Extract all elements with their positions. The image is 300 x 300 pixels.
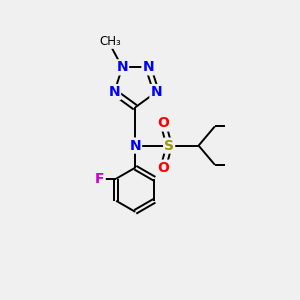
Text: N: N xyxy=(116,60,128,74)
Text: S: S xyxy=(164,139,174,153)
Text: N: N xyxy=(151,85,162,99)
Text: O: O xyxy=(157,161,169,175)
Text: N: N xyxy=(109,85,120,99)
Text: CH₃: CH₃ xyxy=(100,35,122,48)
Text: F: F xyxy=(95,172,105,186)
Text: N: N xyxy=(130,139,141,153)
Text: O: O xyxy=(157,116,169,130)
Text: N: N xyxy=(142,60,154,74)
